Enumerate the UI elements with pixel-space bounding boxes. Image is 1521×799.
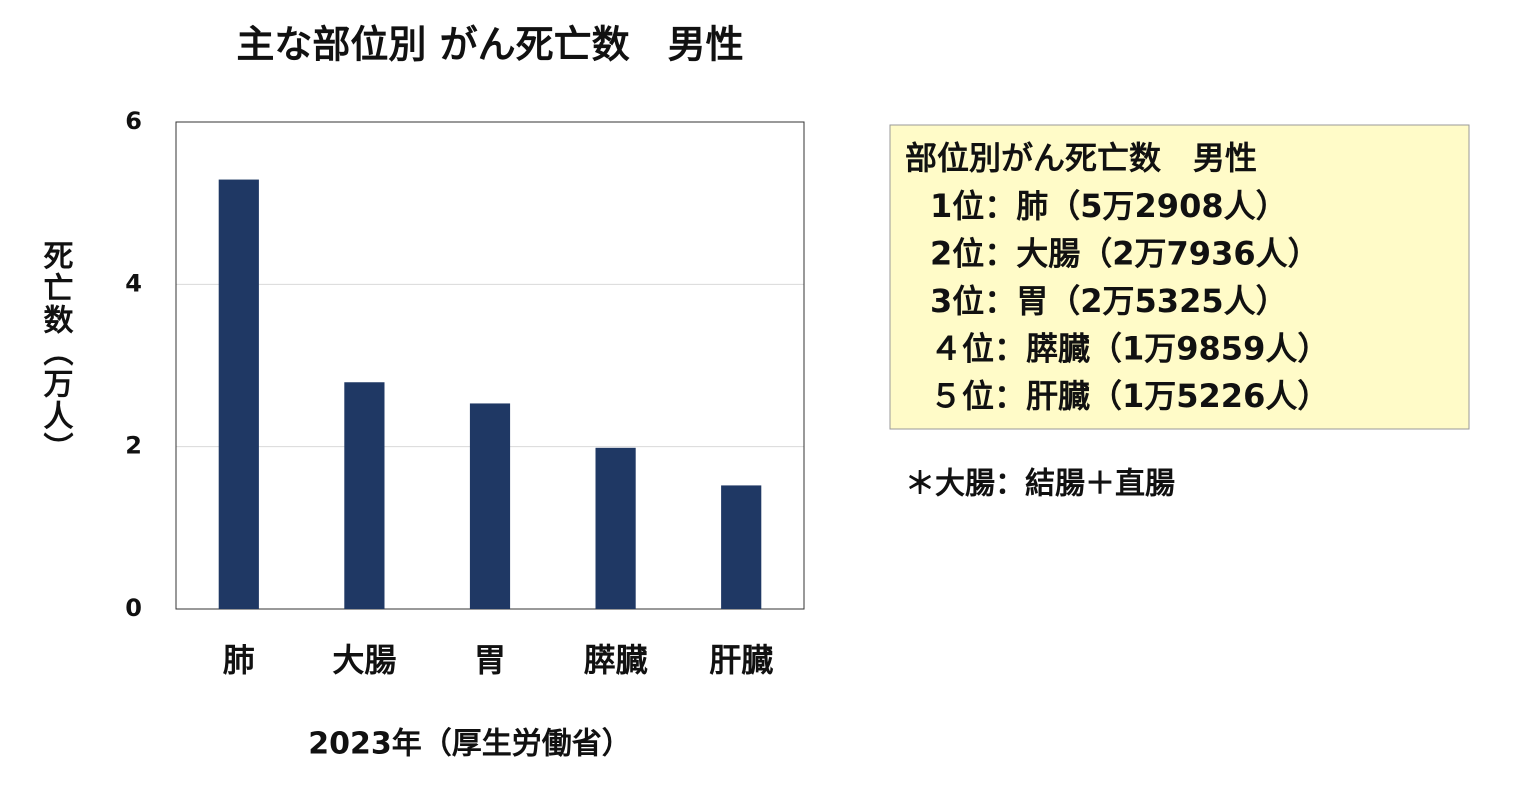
bar <box>595 447 636 609</box>
x-axis-label: 2023年（厚生労働省） <box>308 727 632 762</box>
y-tick-label: 0 <box>125 594 142 622</box>
footnote: ＊大腸：結腸＋直腸 <box>905 467 1175 502</box>
y-axis-label: 死亡数（万人） <box>38 240 74 464</box>
bar <box>218 179 259 609</box>
panel-line: 2位：大腸（2万7936人） <box>930 235 1320 273</box>
bar <box>344 382 385 609</box>
x-tick-label: 肝臓 <box>709 641 773 679</box>
y-tick-label: 6 <box>125 107 142 135</box>
info-panel <box>889 124 1470 430</box>
bar <box>721 485 762 609</box>
x-tick-label: 膵臓 <box>584 641 648 679</box>
chart-title: 主な部位別 がん死亡数 男性 <box>236 23 743 67</box>
bar <box>469 403 511 609</box>
panel-line: 3位：胃（2万5325人） <box>930 282 1288 320</box>
panel-title: 部位別がん死亡数 男性 <box>905 139 1257 177</box>
panel-line: ５位：肝臓（1万5226人） <box>930 377 1329 415</box>
x-tick-label: 肺 <box>223 641 255 679</box>
y-tick-label: 4 <box>125 269 142 297</box>
x-tick-label: 大腸 <box>332 641 396 679</box>
x-tick-label: 胃 <box>474 641 506 679</box>
y-tick-label: 2 <box>125 432 142 460</box>
panel-line: 1位：肺（5万2908人） <box>930 187 1288 225</box>
panel-line: ４位：膵臓（1万9859人） <box>930 330 1329 368</box>
